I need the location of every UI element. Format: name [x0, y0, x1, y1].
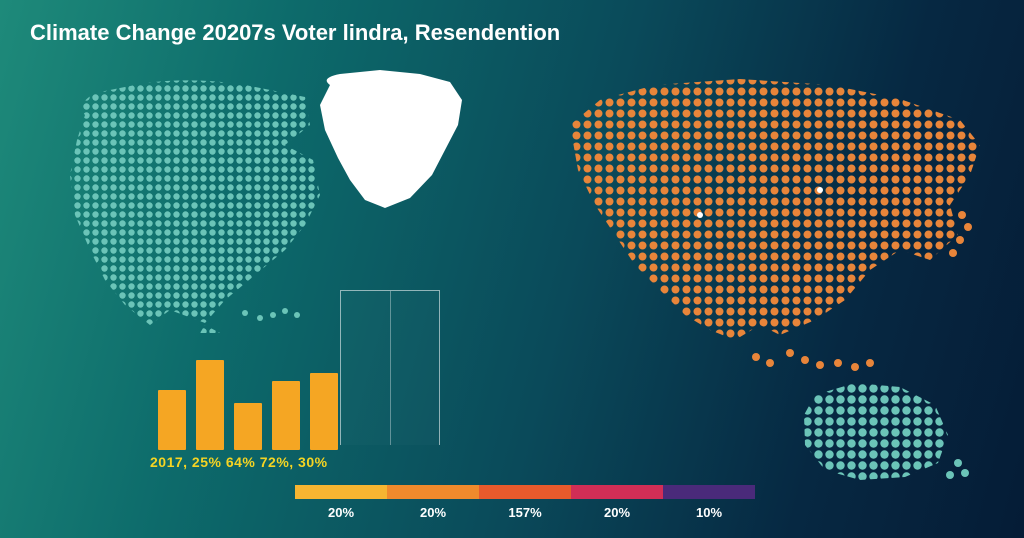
page-title: Climate Change 20207s Voter lindra, Rese…: [30, 20, 560, 46]
legend-label-2: 157%: [479, 505, 571, 520]
legend-seg-2: [479, 485, 571, 499]
bar-chart-panel: [340, 290, 440, 445]
legend-label-0: 20%: [295, 505, 387, 520]
legend: 20% 20% 157% 20% 10%: [295, 485, 755, 520]
bar-5: [310, 373, 338, 451]
bar-2: [196, 360, 224, 450]
legend-labels: 20% 20% 157% 20% 10%: [295, 505, 755, 520]
bar-1: [158, 390, 186, 450]
legend-seg-3: [571, 485, 663, 499]
legend-label-3: 20%: [571, 505, 663, 520]
map-asia-australia: [560, 75, 990, 485]
legend-seg-4: [663, 485, 755, 499]
legend-seg-0: [295, 485, 387, 499]
legend-label-4: 10%: [663, 505, 755, 520]
legend-seg-1: [387, 485, 479, 499]
legend-bar: [295, 485, 755, 499]
bar-chart-labels: 2017, 25% 64% 72%, 30%: [150, 454, 328, 470]
map-greenland: [310, 70, 465, 210]
bar-4: [272, 381, 300, 450]
bar-3: [234, 403, 262, 451]
bar-chart: [150, 330, 350, 450]
legend-label-1: 20%: [387, 505, 479, 520]
